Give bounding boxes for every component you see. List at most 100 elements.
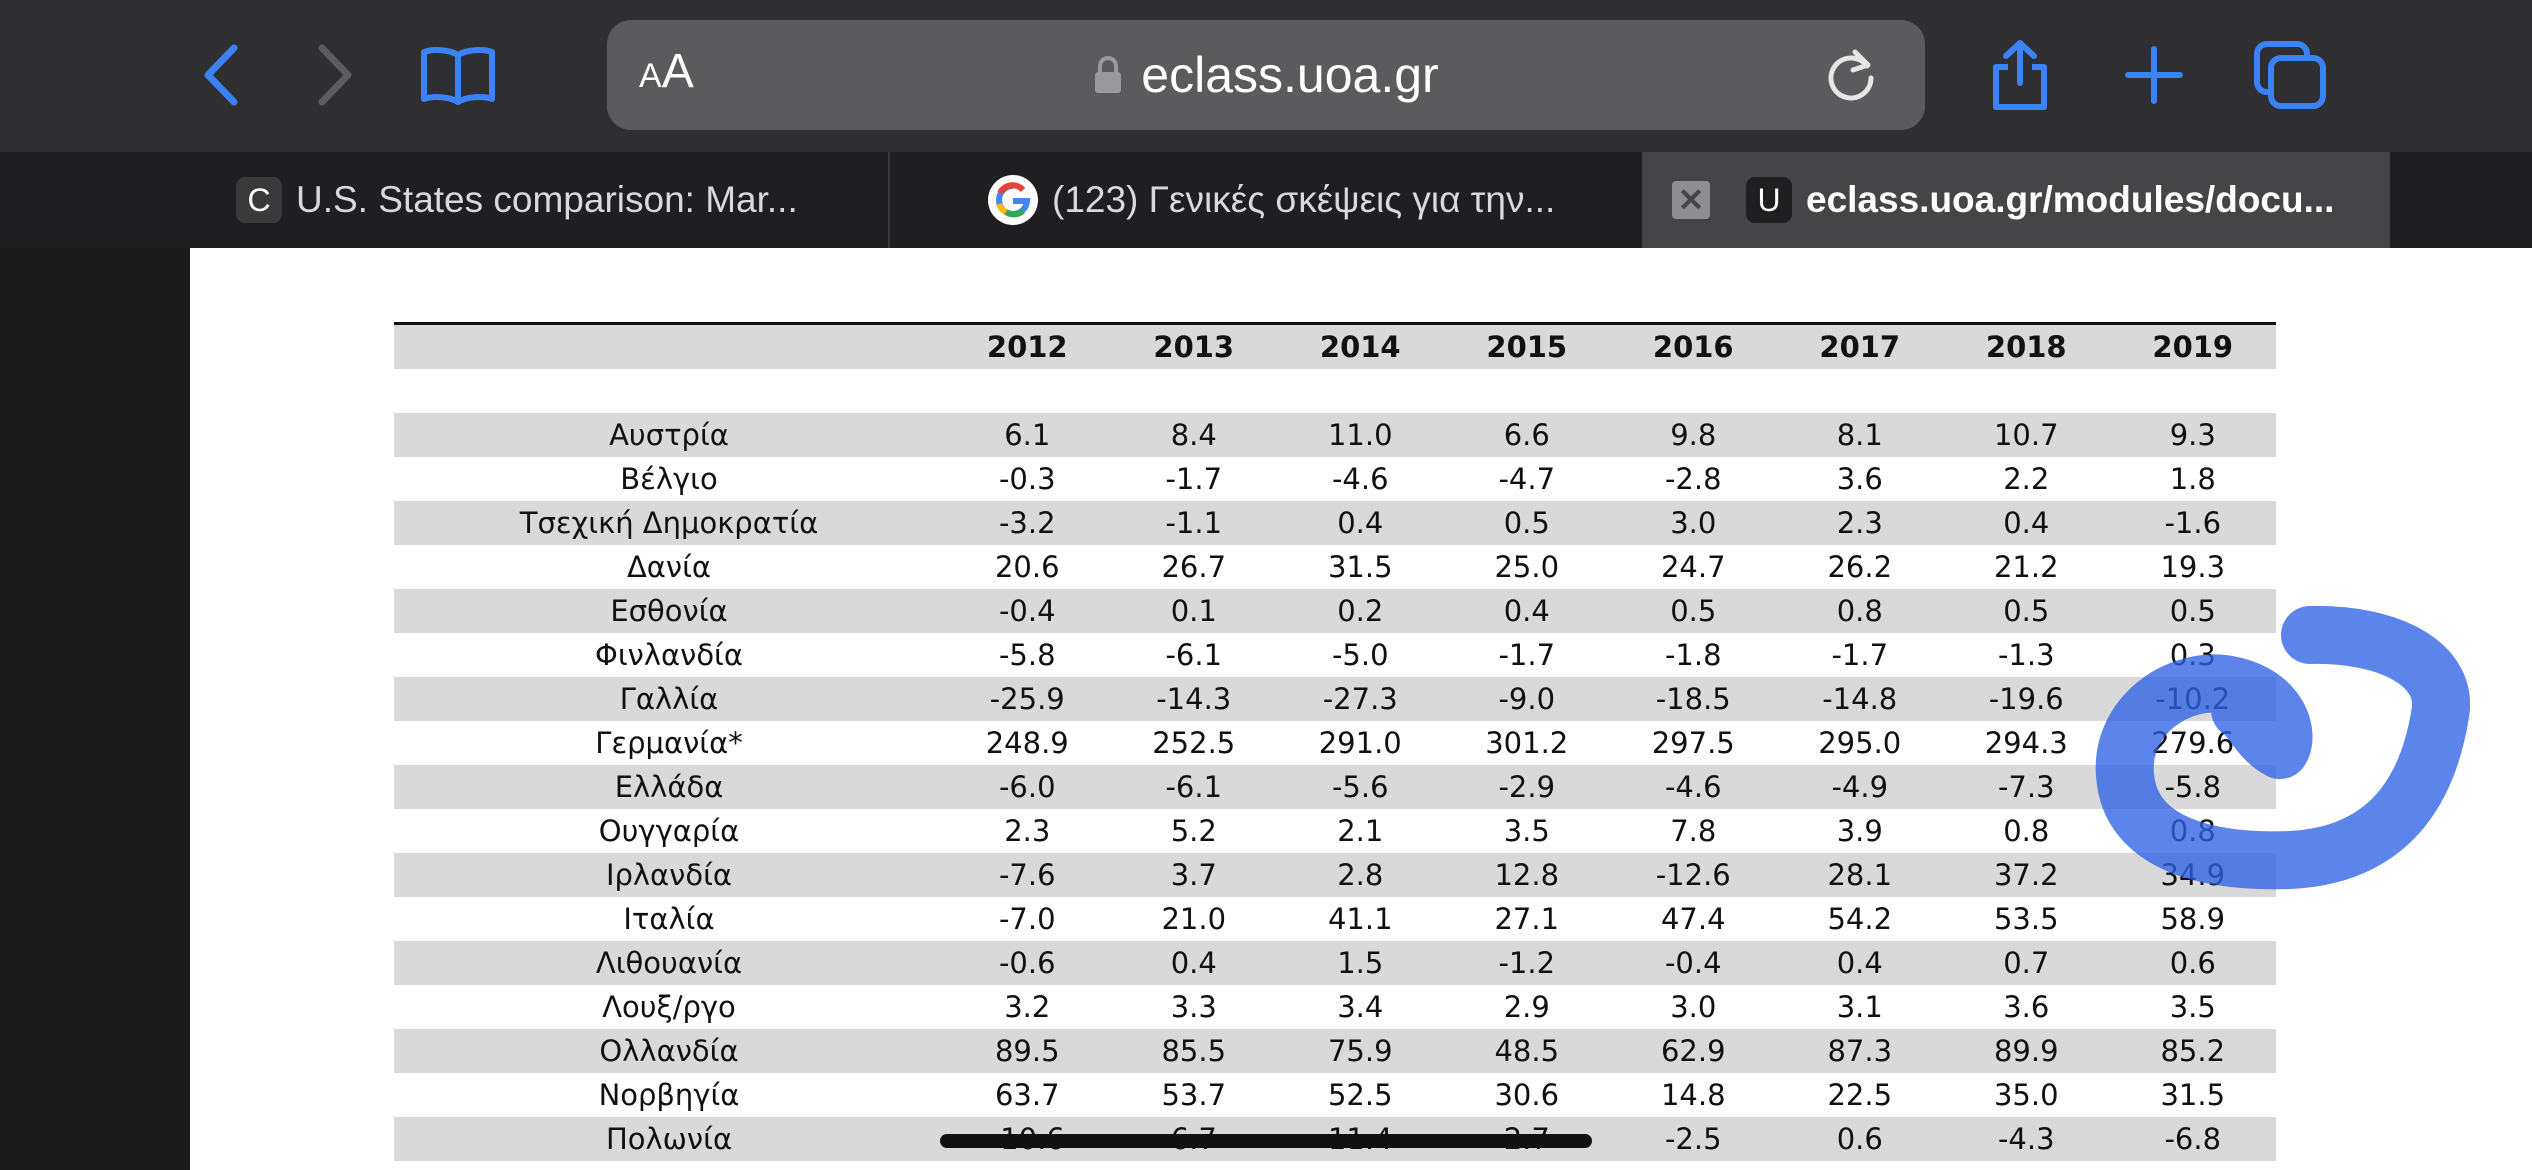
value-cell: 252.5: [1152, 726, 1236, 760]
value-cell: -2.5: [1664, 1122, 1722, 1156]
table-row: Ιταλία -7.0 21.0 41.1 27.1 47.4 54.2 53.5 58.9: [394, 897, 2276, 941]
value-cell: 54.2: [1827, 902, 1893, 936]
url-text: eclass.uoa.gr: [1141, 47, 1439, 103]
value-cell: 3.4: [1337, 990, 1384, 1024]
value-cell: -14.8: [1822, 682, 1898, 716]
value-cell: 301.2: [1485, 726, 1569, 760]
country-cell: Δανία: [626, 550, 712, 584]
back-button[interactable]: [186, 40, 256, 110]
value-cell: 47.4: [1660, 902, 1726, 936]
tab-us-states[interactable]: C U.S. States comparison: Mar...: [236, 152, 876, 248]
value-cell: 28.1: [1827, 858, 1893, 892]
value-cell: -2.9: [1498, 770, 1556, 804]
value-cell: -1.7: [1165, 462, 1223, 496]
tab-eclass-active[interactable]: ✕ U eclass.uoa.gr/modules/docu...: [1642, 152, 2390, 248]
url-display[interactable]: eclass.uoa.gr: [607, 46, 1925, 104]
country-cell: Λιθουανία: [595, 946, 743, 980]
value-cell: 3.2: [1004, 990, 1051, 1024]
year-header: 2012: [986, 330, 1068, 364]
value-cell: -0.3: [998, 462, 1056, 496]
year-header: 2014: [1319, 330, 1401, 364]
year-header: 2017: [1819, 330, 1901, 364]
year-header: 2016: [1652, 330, 1734, 364]
value-cell: 3.6: [2003, 990, 2050, 1024]
table-row: Νορβηγία 63.7 53.7 52.5 30.6 14.8 22.5 35.0 31.5: [394, 1073, 2276, 1117]
value-cell: 52.5: [1327, 1078, 1393, 1112]
value-cell: 0.5: [2169, 594, 2216, 628]
value-cell: 58.9: [2160, 902, 2226, 936]
value-cell: 2.3: [1004, 814, 1051, 848]
tab-title: U.S. States comparison: Mar...: [296, 179, 798, 220]
reload-button[interactable]: [1821, 44, 1881, 108]
value-cell: -0.4: [1664, 946, 1722, 980]
value-cell: 22.5: [1827, 1078, 1893, 1112]
value-cell: -25.9: [989, 682, 1065, 716]
value-cell: 0.4: [1170, 946, 1217, 980]
value-cell: 11.0: [1327, 418, 1393, 452]
value-cell: 0.6: [1836, 1122, 1883, 1156]
value-cell: 3.7: [1170, 858, 1217, 892]
value-cell: 19.3: [2160, 550, 2226, 584]
browser-toolbar: AA eclass.uoa.gr: [0, 0, 2532, 152]
value-cell: 21.0: [1161, 902, 1227, 936]
value-cell: 3.0: [1670, 506, 1717, 540]
aa-big: A: [661, 45, 694, 98]
value-cell: 6.6: [1503, 418, 1550, 452]
value-cell: -18.5: [1655, 682, 1731, 716]
value-cell: 14.8: [1660, 1078, 1726, 1112]
value-cell: 89.5: [994, 1034, 1060, 1068]
value-cell: 26.7: [1161, 550, 1227, 584]
value-cell: 31.5: [1327, 550, 1393, 584]
value-cell: 1.8: [2169, 462, 2216, 496]
value-cell: 2.9: [1503, 990, 1550, 1024]
table-row: Λιθουανία -0.6 0.4 1.5 -1.2 -0.4 0.4 0.7 0.6: [394, 941, 2276, 985]
country-cell: Αυστρία: [609, 418, 729, 452]
tab-close-icon[interactable]: ✕: [1672, 181, 1710, 219]
address-bar[interactable]: AA eclass.uoa.gr: [607, 20, 1925, 130]
forward-button[interactable]: [300, 40, 370, 110]
value-cell: 53.7: [1161, 1078, 1227, 1112]
tab-title: eclass.uoa.gr/modules/docu...: [1806, 179, 2335, 220]
tab-bar: C U.S. States comparison: Mar... (123) Γ…: [0, 152, 2532, 248]
spacer-row: [394, 369, 2276, 413]
value-cell: -4.6: [1331, 462, 1389, 496]
value-cell: 1.5: [1337, 946, 1384, 980]
new-tab-button[interactable]: [2118, 40, 2190, 110]
table-row: Ουγγαρία 2.3 5.2 2.1 3.5 7.8 3.9 0.8 0.8: [394, 809, 2276, 853]
table-row: Τσεχική Δημοκρατία -3.2 -1.1 0.4 0.5 3.0 2.3 0.…: [394, 501, 2276, 545]
value-cell: 7.8: [1670, 814, 1717, 848]
value-cell: 0.4: [1337, 506, 1384, 540]
value-cell: -6.8: [2164, 1122, 2222, 1156]
value-cell: -6.0: [998, 770, 1056, 804]
country-cell: Λουξ/ργο: [602, 990, 736, 1024]
lock-icon: [1095, 56, 1122, 93]
bookmarks-button[interactable]: [418, 40, 498, 110]
value-cell: -2.8: [1664, 462, 1722, 496]
tab-google[interactable]: (123) Γενικές σκέψεις για την...: [988, 152, 1628, 248]
value-cell: 0.2: [1337, 594, 1384, 628]
value-cell: 89.9: [1993, 1034, 2059, 1068]
tabs-overview-button[interactable]: [2252, 40, 2328, 110]
value-cell: 0.8: [2003, 814, 2050, 848]
value-cell: -5.8: [2164, 770, 2222, 804]
share-button[interactable]: [1984, 40, 2056, 110]
value-cell: 6.1: [1004, 418, 1051, 452]
country-cell: Φινλανδία: [595, 638, 743, 672]
value-cell: 0.7: [2003, 946, 2050, 980]
value-cell: -1.7: [1498, 638, 1556, 672]
reload-icon: [1828, 49, 1874, 101]
value-cell: 0.4: [2003, 506, 2050, 540]
country-cell: Εσθονία: [610, 594, 728, 628]
bookmarks-icon: [421, 47, 495, 105]
country-cell: Νορβηγία: [598, 1078, 740, 1112]
value-cell: 30.6: [1494, 1078, 1560, 1112]
table-row: Φινλανδία -5.8 -6.1 -5.0 -1.7 -1.8 -1.7 -1.3 0.3: [394, 633, 2276, 677]
value-cell: 35.0: [1993, 1078, 2059, 1112]
year-header: 2015: [1486, 330, 1568, 364]
reader-text-size-button[interactable]: AA: [639, 44, 694, 99]
value-cell: -1.1: [1165, 506, 1223, 540]
value-cell: -6.1: [1165, 638, 1223, 672]
home-indicator: [940, 1134, 1592, 1148]
value-cell: -4.3: [1997, 1122, 2055, 1156]
value-cell: 3.0: [1670, 990, 1717, 1024]
